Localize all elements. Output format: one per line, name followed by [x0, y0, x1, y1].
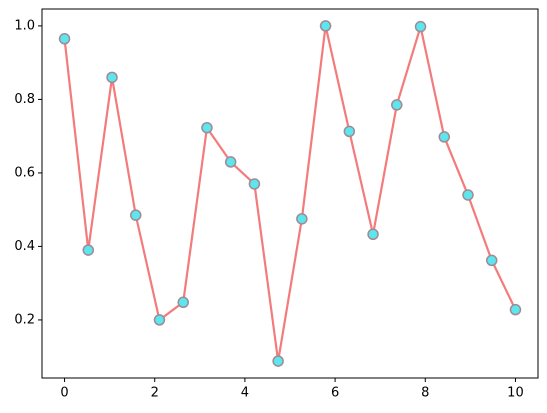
data-point: [462, 189, 474, 201]
data-point: [509, 303, 522, 316]
data-point: [319, 20, 332, 32]
data-point: [272, 355, 284, 367]
x-tick-label: 4: [241, 386, 249, 401]
x-tick-label: 10: [507, 386, 524, 401]
x-tick-label: 6: [331, 386, 339, 401]
data-point: [106, 71, 118, 84]
data-point: [296, 213, 308, 225]
data-point: [414, 20, 427, 33]
x-tick-label: 2: [151, 386, 159, 401]
x-tick-label: 8: [421, 386, 429, 401]
data-point: [485, 254, 498, 267]
data-point: [177, 296, 189, 309]
data-point: [438, 131, 451, 143]
y-tick-label: 0.6: [14, 165, 35, 180]
data-point: [201, 121, 213, 134]
data-point: [82, 244, 95, 256]
data-point: [224, 156, 237, 168]
data-point: [129, 209, 142, 221]
data-point: [58, 33, 71, 45]
data-point: [391, 99, 403, 111]
data-point: [343, 125, 356, 138]
y-tick-label: 0.4: [14, 239, 35, 254]
plot-frame: [41, 8, 539, 379]
data-point: [153, 314, 166, 326]
y-tick-label: 1.0: [14, 18, 35, 33]
y-tick-label: 0.2: [14, 312, 35, 327]
series-line: [63, 24, 517, 363]
data-point: [367, 228, 379, 241]
x-tick-label: 0: [60, 386, 68, 401]
y-tick-label: 0.8: [14, 92, 35, 107]
data-point: [248, 178, 261, 190]
